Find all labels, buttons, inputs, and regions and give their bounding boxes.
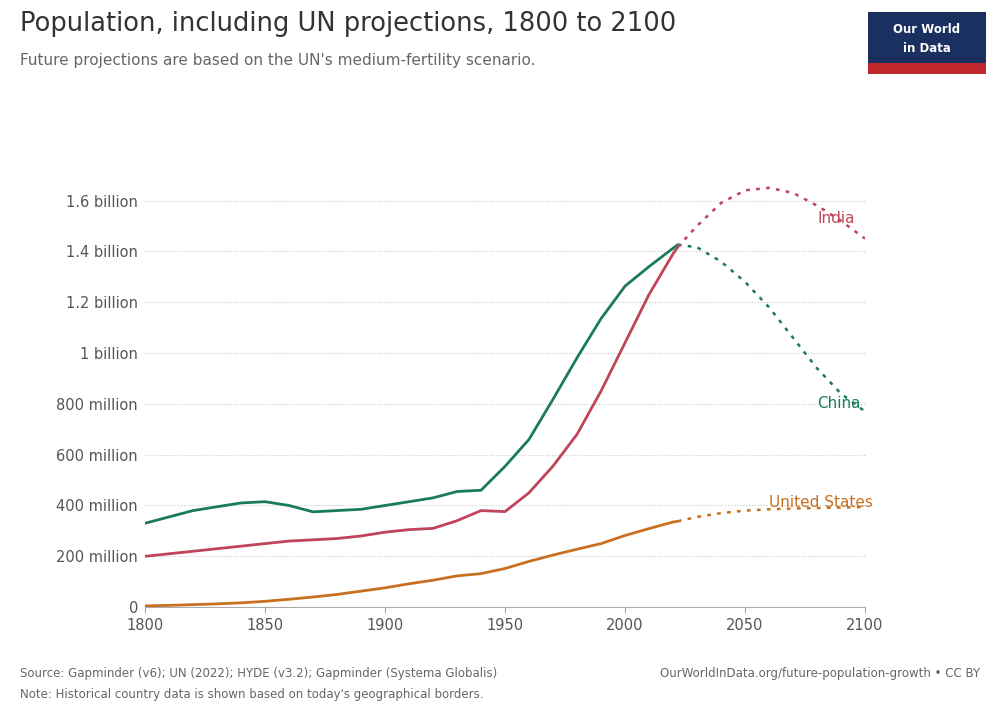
Text: Source: Gapminder (v6); UN (2022); HYDE (v3.2); Gapminder (Systema Globalis): Source: Gapminder (v6); UN (2022); HYDE … [20, 667, 497, 680]
Text: India: India [817, 211, 855, 226]
Text: in Data: in Data [903, 42, 951, 55]
Text: United States: United States [769, 496, 873, 510]
Text: Note: Historical country data is shown based on today's geographical borders.: Note: Historical country data is shown b… [20, 688, 484, 701]
Text: OurWorldInData.org/future-population-growth • CC BY: OurWorldInData.org/future-population-gro… [660, 667, 980, 680]
Text: Future projections are based on the UN's medium-fertility scenario.: Future projections are based on the UN's… [20, 53, 536, 68]
Text: Our World: Our World [893, 23, 961, 36]
Text: China: China [817, 396, 861, 412]
Text: Population, including UN projections, 1800 to 2100: Population, including UN projections, 18… [20, 11, 676, 37]
